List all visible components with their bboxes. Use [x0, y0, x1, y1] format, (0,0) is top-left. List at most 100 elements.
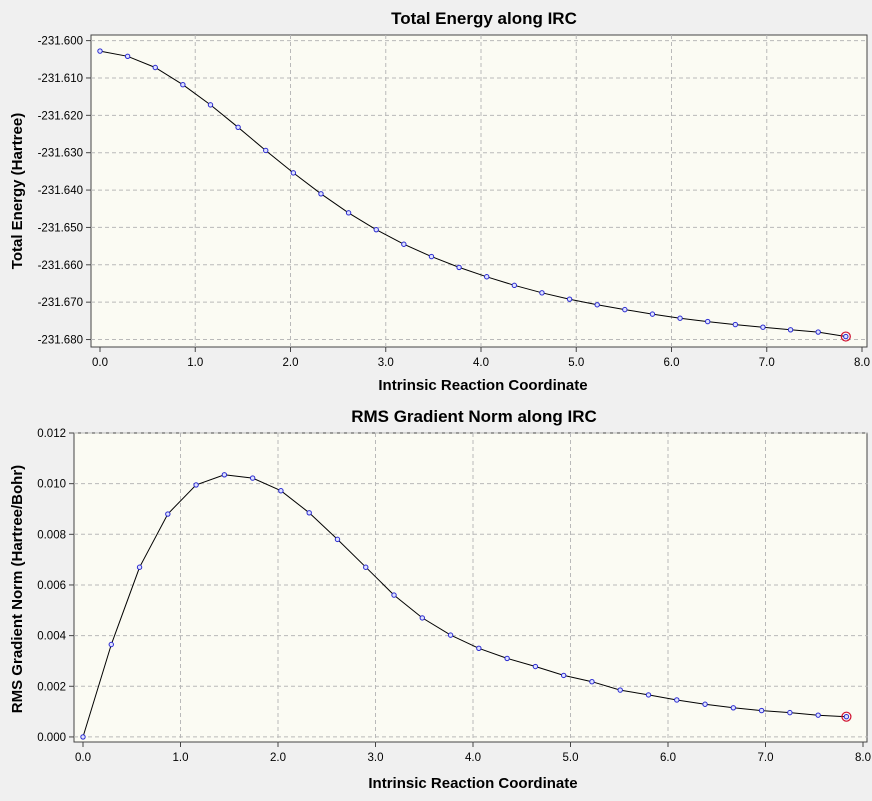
plot-area [90, 34, 868, 348]
tick-marks [86, 40, 863, 352]
y-tick-label: -231.680 [38, 335, 83, 347]
y-tick-label: -231.660 [38, 260, 83, 272]
x-tick-label: 7.0 [758, 752, 774, 764]
x-tick-label: 5.0 [563, 752, 579, 764]
data-point[interactable] [815, 329, 821, 335]
data-point[interactable] [677, 315, 683, 321]
data-point[interactable] [447, 632, 454, 638]
data-point[interactable] [532, 663, 539, 670]
data-point[interactable] [760, 324, 766, 330]
data-point[interactable] [504, 655, 510, 662]
y-tick-label: -231.630 [38, 148, 83, 160]
data-point[interactable] [617, 687, 623, 693]
data-point[interactable] [221, 472, 228, 478]
data-point[interactable] [345, 210, 352, 216]
data-point[interactable] [373, 226, 379, 233]
data-point[interactable] [108, 641, 114, 648]
series-line [82, 474, 847, 738]
data-point[interactable] [758, 707, 765, 714]
data-point[interactable] [560, 672, 567, 679]
y-tick-label: 0.010 [37, 479, 66, 491]
x-axis-label: Intrinsic Reaction Coordinate [378, 377, 587, 394]
rms-gradient-chart: 0.0 1.0 2.0 3.0 4.0 5.0 6.0 7.0 8.0 0.000 0.002 0.0… [9, 407, 871, 792]
data-point[interactable] [732, 321, 739, 328]
chart-title: RMS Gradient Norm along IRC [351, 407, 597, 426]
data-point[interactable] [843, 333, 849, 340]
data-point[interactable] [456, 264, 462, 271]
y-tick-label: 0.002 [37, 681, 66, 693]
x-tick-label: 3.0 [368, 752, 384, 764]
data-point[interactable] [815, 712, 821, 718]
y-axis-label: RMS Gradient Norm (Hartree/Bohr) [9, 465, 26, 713]
data-point[interactable] [334, 536, 341, 543]
y-tick-label: -231.670 [38, 297, 83, 309]
x-tick-label: 1.0 [187, 357, 203, 369]
data-point[interactable] [674, 697, 680, 703]
data-point[interactable] [622, 306, 628, 313]
data-point[interactable] [589, 679, 595, 685]
x-tick-label: 4.0 [473, 357, 489, 369]
tick-labels: 0.0 1.0 2.0 3.0 4.0 5.0 6.0 7.0 8.0 -231.600 -231.… [38, 36, 870, 369]
data-point[interactable] [152, 64, 158, 71]
data-point[interactable] [391, 592, 397, 598]
x-tick-label: 6.0 [660, 752, 676, 764]
y-tick-label: 0.004 [37, 631, 66, 643]
data-point[interactable] [730, 705, 737, 711]
current-point-marker[interactable] [841, 711, 852, 722]
x-tick-label: 8.0 [855, 752, 871, 764]
data-point[interactable] [165, 511, 171, 517]
data-point[interactable] [124, 53, 131, 59]
gridlines [74, 432, 868, 742]
data-point[interactable] [645, 692, 652, 698]
chart-title: Total Energy along IRC [391, 9, 577, 28]
data-point[interactable] [235, 124, 241, 130]
data-point[interactable] [278, 488, 284, 494]
data-point[interactable] [80, 734, 86, 740]
data-point[interactable] [787, 327, 794, 333]
data-point[interactable] [484, 274, 490, 280]
data-point[interactable] [843, 713, 850, 720]
data-point[interactable] [97, 48, 103, 54]
y-tick-label: -231.610 [38, 73, 83, 85]
data-point[interactable] [318, 191, 324, 197]
data-point[interactable] [594, 302, 600, 308]
data-point[interactable] [539, 290, 545, 296]
tick-labels: 0.0 1.0 2.0 3.0 4.0 5.0 6.0 7.0 8.0 0.000 0.002 0.0… [37, 428, 871, 764]
data-point[interactable] [263, 147, 269, 154]
x-tick-label: 0.0 [75, 752, 91, 764]
y-tick-label: 0.006 [37, 580, 66, 592]
data-point[interactable] [363, 564, 369, 570]
x-tick-label: 2.0 [283, 357, 299, 369]
data-point[interactable] [704, 318, 711, 325]
series [80, 472, 852, 740]
data-point[interactable] [419, 615, 425, 621]
data-point[interactable] [249, 475, 256, 481]
series [97, 48, 851, 342]
data-point[interactable] [649, 311, 656, 317]
data-point[interactable] [401, 241, 407, 247]
gridlines [91, 35, 867, 347]
x-tick-label: 5.0 [568, 357, 584, 369]
data-point[interactable] [476, 645, 482, 651]
data-point[interactable] [306, 510, 312, 516]
data-point[interactable] [180, 81, 186, 88]
data-point[interactable] [787, 709, 793, 716]
data-point[interactable] [290, 170, 297, 176]
y-tick-label: -231.650 [38, 222, 83, 234]
x-tick-label: 1.0 [173, 752, 189, 764]
data-point[interactable] [428, 253, 435, 260]
y-tick-label: -231.640 [38, 185, 83, 197]
data-point[interactable] [136, 564, 143, 570]
data-point[interactable] [566, 296, 573, 302]
series-line [99, 50, 846, 337]
current-point-marker[interactable] [840, 331, 851, 342]
data-point[interactable] [702, 701, 708, 707]
y-axis-label: Total Energy (Hartree) [9, 113, 26, 269]
data-point[interactable] [207, 102, 214, 108]
y-tick-label: -231.620 [38, 110, 83, 122]
y-tick-label: 0.000 [37, 732, 66, 744]
x-tick-label: 3.0 [378, 357, 394, 369]
data-point[interactable] [193, 482, 199, 488]
y-tick-label: 0.008 [37, 529, 66, 541]
data-point[interactable] [511, 282, 518, 289]
